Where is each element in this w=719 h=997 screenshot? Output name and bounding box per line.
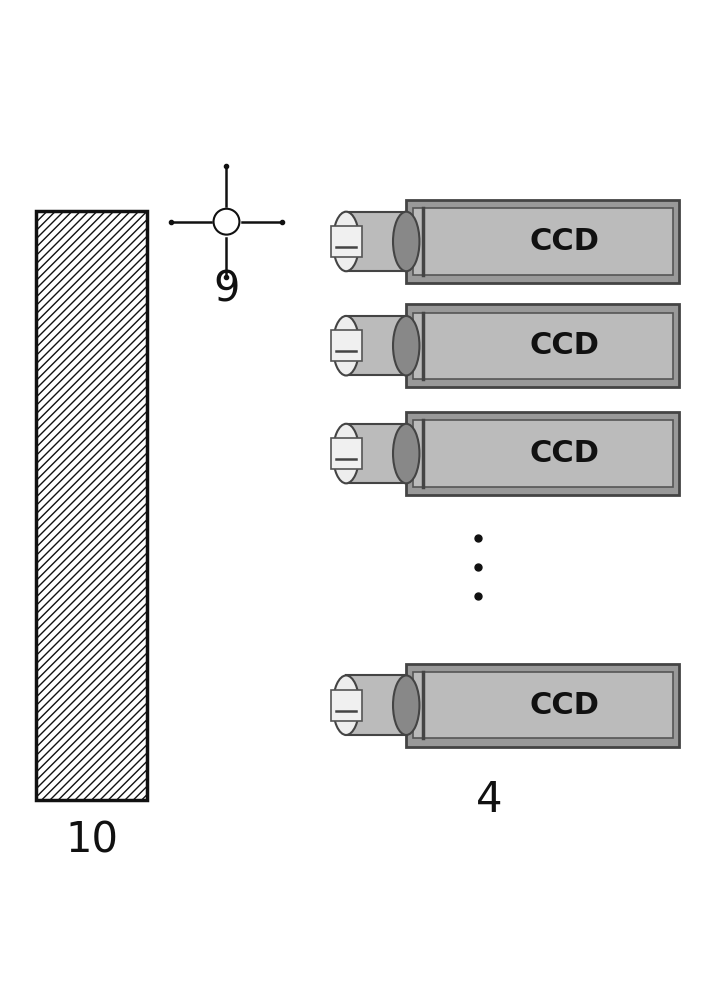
Bar (346, 211, 406, 271)
Ellipse shape (333, 316, 360, 376)
Bar (36, 211, 147, 801)
Bar (406, 200, 679, 283)
Bar (331, 330, 362, 361)
Ellipse shape (333, 675, 360, 735)
Bar (413, 313, 672, 379)
Ellipse shape (393, 211, 419, 271)
Bar (413, 208, 672, 274)
Text: CCD: CCD (530, 439, 600, 468)
Bar (406, 664, 679, 747)
Bar (413, 672, 672, 739)
Bar (406, 304, 679, 387)
Ellipse shape (393, 675, 419, 735)
Ellipse shape (333, 424, 360, 484)
Bar (346, 675, 406, 735)
Bar (406, 412, 679, 495)
Text: 4: 4 (476, 780, 502, 822)
Bar (346, 316, 406, 376)
Bar (331, 438, 362, 469)
Text: 10: 10 (65, 819, 119, 861)
Bar (346, 424, 406, 484)
Bar (331, 226, 362, 257)
Bar (331, 690, 362, 721)
Text: CCD: CCD (530, 691, 600, 720)
Ellipse shape (393, 424, 419, 484)
Ellipse shape (333, 211, 360, 271)
Text: CCD: CCD (530, 331, 600, 360)
Ellipse shape (393, 316, 419, 376)
Bar (413, 421, 672, 487)
Text: 9: 9 (214, 269, 239, 311)
Text: CCD: CCD (530, 227, 600, 256)
